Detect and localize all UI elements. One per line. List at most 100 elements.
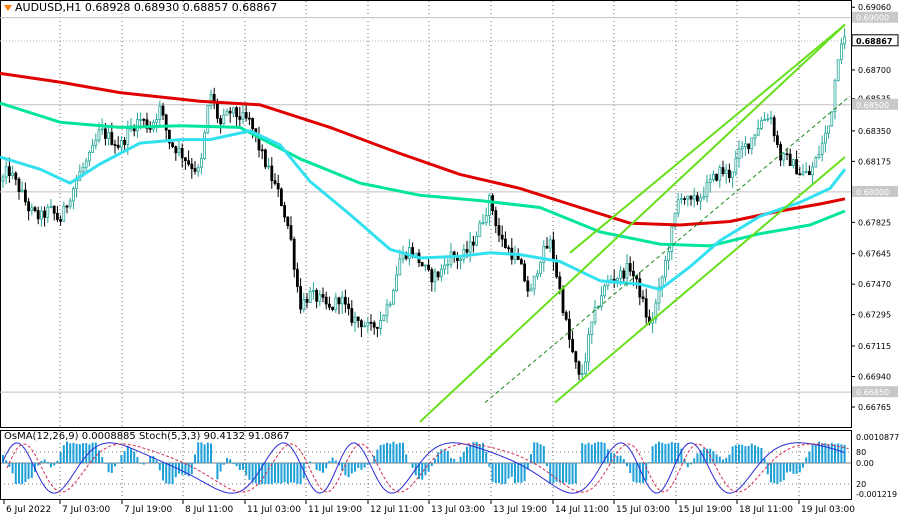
osma-bar (334, 460, 337, 463)
osma-bar (546, 463, 548, 466)
candle-body (612, 278, 616, 281)
osma-bar (344, 463, 347, 476)
candle-body (183, 157, 187, 161)
osma-bar (171, 463, 174, 485)
candle-body (148, 127, 152, 130)
osma-bar (322, 463, 324, 473)
candle-body (43, 210, 46, 218)
osma-bar (488, 463, 491, 467)
osma-bar (277, 463, 280, 484)
osma-bar (571, 463, 574, 484)
candle-body (331, 306, 335, 311)
osma-bar (587, 442, 590, 463)
candle-body (574, 351, 578, 363)
osma-bar (50, 463, 52, 468)
candle-body (388, 303, 392, 306)
candle-body (827, 125, 830, 134)
candle-body (664, 260, 667, 278)
osma-bar (126, 445, 129, 463)
candle-body (798, 173, 802, 176)
osma-bar (98, 450, 100, 463)
candle-body (475, 235, 479, 246)
candle-body (20, 189, 24, 192)
candle-body (423, 264, 427, 267)
candle-body (187, 160, 191, 165)
osma-bar (760, 447, 763, 463)
candles-layer (1, 28, 846, 381)
candle-body (46, 206, 50, 218)
osma-bar (805, 457, 808, 463)
candle-body (436, 271, 440, 278)
candle-body (289, 225, 293, 240)
osma-bar (14, 463, 17, 484)
candle-body (65, 205, 69, 208)
candle-body (120, 139, 123, 148)
candle-body (792, 159, 795, 167)
candle-body (219, 118, 223, 125)
osma-bar (837, 443, 840, 463)
candle-body (222, 114, 226, 125)
osma-bar (40, 461, 43, 463)
osma-bar (843, 444, 846, 463)
candle-body (673, 212, 677, 228)
candle-body (366, 321, 370, 327)
osma-bar (619, 455, 622, 463)
candle-body (500, 234, 504, 240)
candle-body (532, 275, 536, 290)
osma-bar (376, 449, 379, 463)
osma-bar (46, 462, 49, 463)
osma-bar (232, 463, 235, 465)
candle-body (263, 149, 267, 168)
osma-bar (104, 463, 107, 464)
sub-tick-label: 20 (856, 480, 866, 489)
candle-body (814, 157, 818, 168)
osma-bar (158, 463, 161, 471)
candle-body (552, 239, 555, 262)
osma-bar (610, 452, 612, 463)
osma-bar (427, 463, 430, 472)
price-axis-bg (852, 0, 900, 519)
candle-body (110, 132, 114, 145)
osma-bar (814, 444, 817, 463)
osma-bar (194, 454, 196, 463)
candle-body (273, 180, 277, 184)
osma-bar (251, 463, 254, 483)
osma-bar (453, 458, 456, 463)
osma-bar (114, 463, 116, 467)
ma_200-line (0, 71, 846, 227)
candle-body (654, 302, 658, 320)
candle-body (395, 274, 399, 291)
osma-bar (504, 463, 507, 484)
osma-bar (142, 463, 145, 465)
candle-body (427, 264, 431, 271)
main-plot-frame (0, 0, 852, 428)
candle-body (737, 148, 741, 160)
candle-body (116, 144, 120, 148)
osma-bar (347, 463, 350, 478)
candle-body (465, 249, 469, 253)
time-tick-label: 13 Jul 19:00 (493, 505, 547, 515)
candle-body (641, 296, 645, 299)
osma-bar (629, 463, 632, 474)
osma-bar (274, 463, 276, 483)
candle-body (17, 178, 21, 192)
osma-bar (498, 463, 500, 483)
sub-tick-label: 0.0010877 (856, 433, 899, 442)
time-tick-label: 12 Jul 11:00 (370, 505, 424, 515)
time-tick-label: 14 Jul 11:00 (555, 505, 609, 515)
osma-bar (18, 463, 20, 484)
candle-body (478, 222, 482, 237)
candle-body (337, 297, 341, 305)
candle-body (536, 273, 539, 277)
osma-bar (379, 445, 382, 463)
candle-body (836, 59, 840, 82)
osma-bar (677, 442, 680, 463)
candle-body (471, 241, 475, 246)
osma-bar (53, 463, 56, 466)
osma-bar (238, 463, 241, 471)
osma-bar (750, 443, 753, 463)
candle-body (334, 297, 338, 310)
osma-bar (78, 444, 81, 463)
osma-bar (651, 446, 654, 463)
